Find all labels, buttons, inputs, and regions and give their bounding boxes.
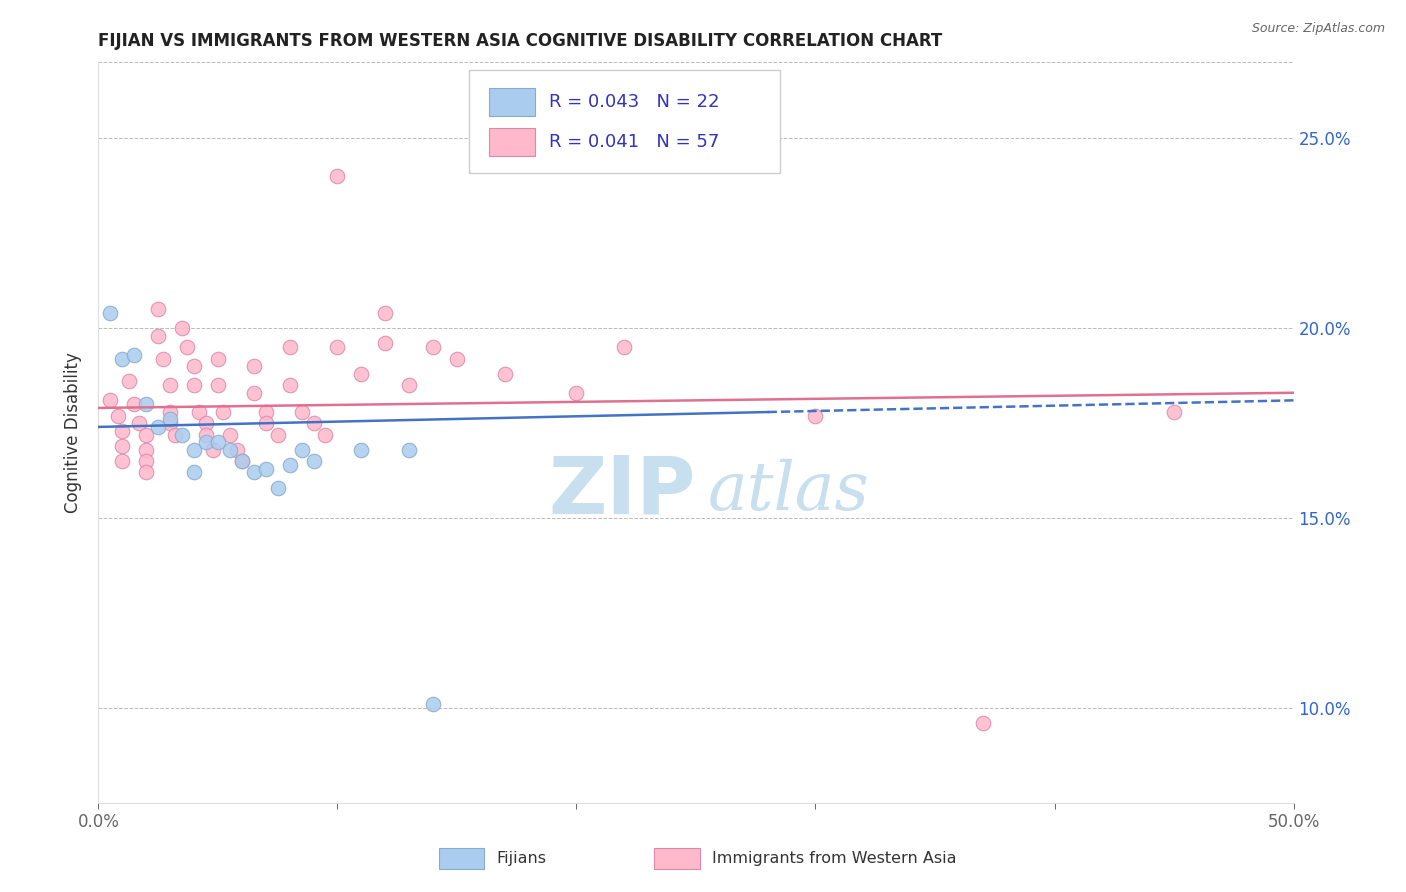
Text: Immigrants from Western Asia: Immigrants from Western Asia [711,851,956,866]
Point [302,454,325,468]
Point [231,454,253,468]
Point [243,385,266,400]
Point [135,397,157,411]
Point [350,442,373,457]
Point [315,427,337,442]
Point [124,348,146,362]
Point [326,169,349,184]
Point [254,405,277,419]
Point [565,385,588,400]
Text: Fijians: Fijians [496,851,547,866]
Point [195,435,218,450]
Point [278,340,301,354]
Point [374,336,396,351]
Text: FIJIAN VS IMMIGRANTS FROM WESTERN ASIA COGNITIVE DISABILITY CORRELATION CHART: FIJIAN VS IMMIGRANTS FROM WESTERN ASIA C… [98,32,942,50]
FancyBboxPatch shape [439,848,485,869]
Point [254,416,277,430]
Text: R = 0.041   N = 57: R = 0.041 N = 57 [548,133,720,151]
Point [374,306,396,320]
Point [613,340,636,354]
Point [187,405,209,419]
Point [291,442,314,457]
Point [183,359,205,374]
Point [98,306,122,320]
Point [159,416,181,430]
Text: ZIP: ZIP [548,453,696,531]
Point [254,461,277,475]
Point [107,409,129,423]
Point [211,405,233,419]
Point [159,412,181,426]
Point [118,375,141,389]
Point [207,378,229,392]
Point [267,427,290,442]
Point [226,442,249,457]
FancyBboxPatch shape [470,70,780,173]
Point [422,697,444,711]
Point [195,427,218,442]
FancyBboxPatch shape [489,87,534,116]
Point [98,393,122,408]
Point [804,409,827,423]
Point [243,359,266,374]
Point [111,424,134,438]
Point [159,378,181,392]
Point [207,351,229,366]
Point [135,466,157,480]
Point [302,416,325,430]
Point [207,435,229,450]
Point [446,351,468,366]
Point [148,420,170,434]
Point [111,439,134,453]
Text: R = 0.043   N = 22: R = 0.043 N = 22 [548,93,720,111]
FancyBboxPatch shape [654,848,700,869]
FancyBboxPatch shape [489,128,534,156]
Point [128,416,150,430]
Point [422,340,444,354]
Point [267,481,290,495]
Point [183,466,205,480]
Point [135,454,157,468]
Point [326,340,349,354]
Point [350,367,373,381]
Point [183,378,205,392]
Point [398,378,420,392]
Point [172,321,194,335]
Point [278,458,301,472]
Point [135,427,157,442]
Point [219,427,242,442]
Point [176,340,198,354]
Point [202,442,225,457]
Point [159,405,181,419]
Point [135,442,157,457]
Point [148,302,170,317]
Text: atlas: atlas [709,459,870,524]
Point [183,442,205,457]
Point [148,328,170,343]
Point [291,405,314,419]
Point [111,454,134,468]
Point [124,397,146,411]
Y-axis label: Cognitive Disability: Cognitive Disability [65,352,83,513]
Point [243,466,266,480]
Point [972,716,994,731]
Point [195,416,218,430]
Point [219,442,242,457]
Point [172,427,194,442]
Point [278,378,301,392]
Point [494,367,516,381]
Point [398,442,420,457]
Point [1163,405,1185,419]
Text: Source: ZipAtlas.com: Source: ZipAtlas.com [1251,22,1385,36]
Point [231,454,253,468]
Point [111,351,134,366]
Point [163,427,186,442]
Point [152,351,174,366]
